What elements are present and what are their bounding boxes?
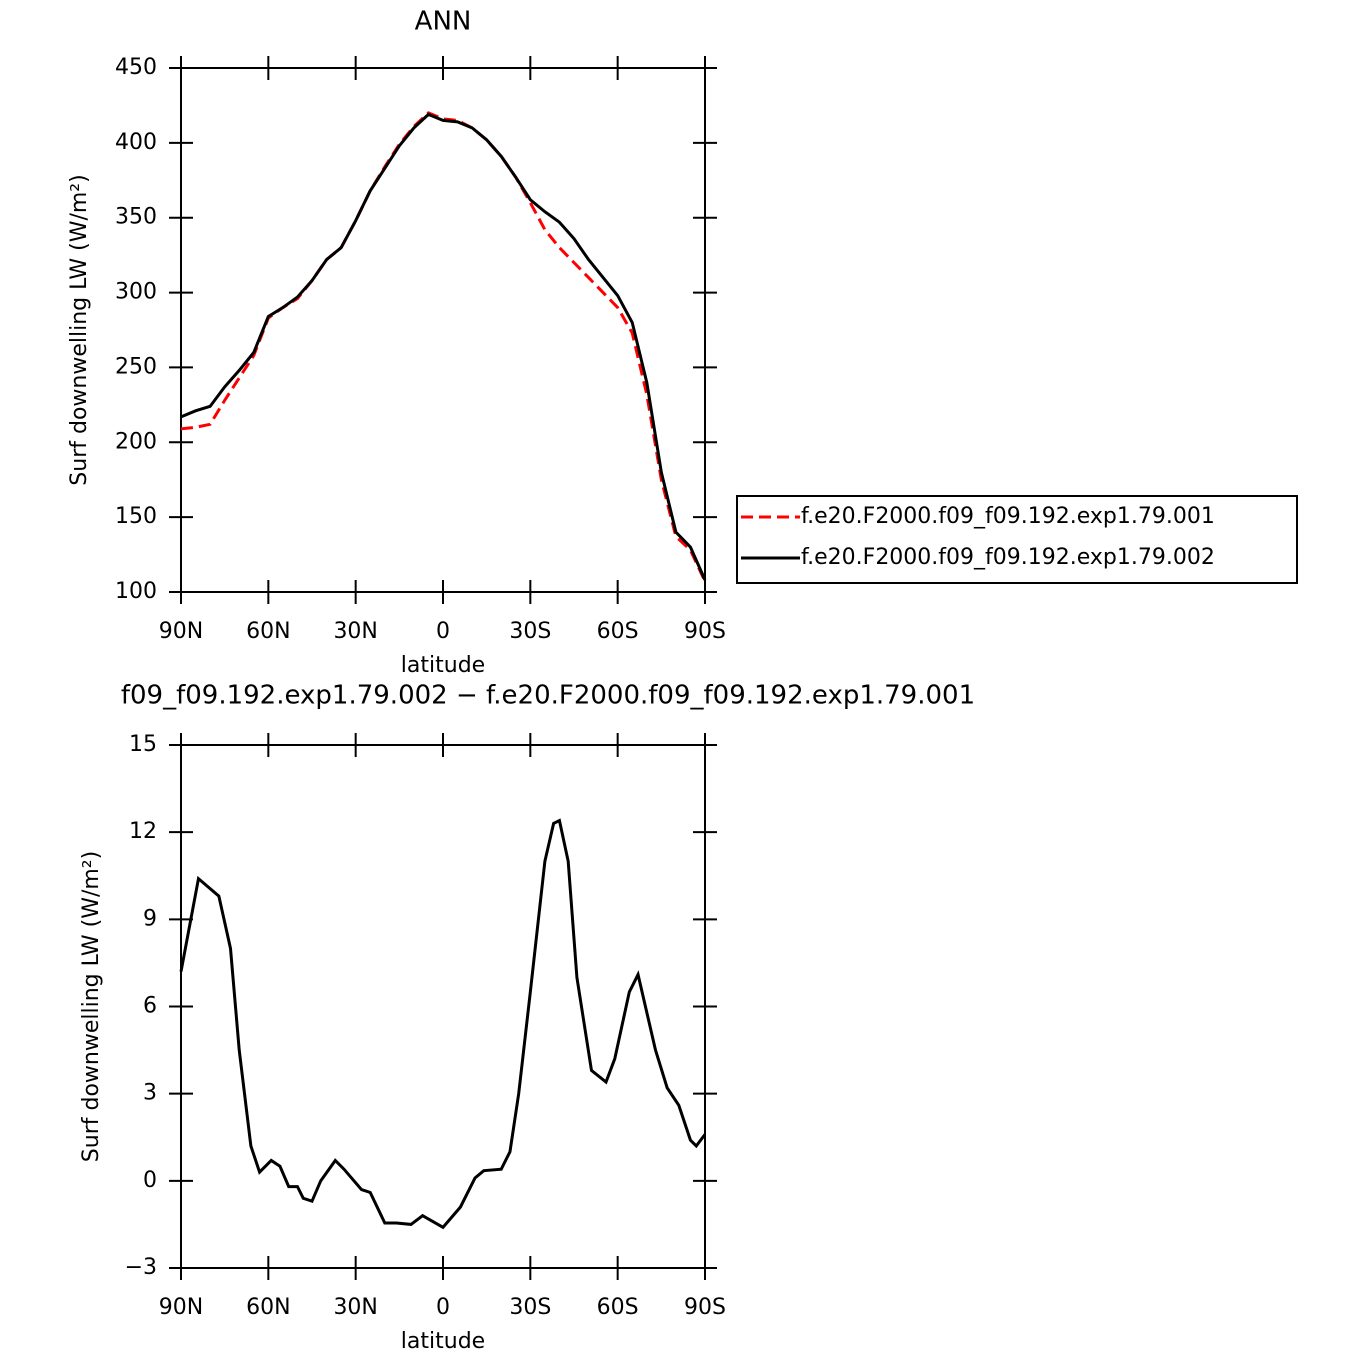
y-tick-label: 400 (115, 130, 157, 155)
x-tick-label: 0 (436, 619, 450, 644)
x-tick-label: 90S (684, 619, 726, 644)
x-tick-label: 90N (159, 619, 203, 644)
y-tick-label: 450 (115, 55, 157, 80)
x-tick-label: 0 (436, 1295, 450, 1320)
y-axis-label: Surf downwelling LW (W/m²) (79, 851, 104, 1162)
x-tick-label: 90S (684, 1295, 726, 1320)
y-axis-label: Surf downwelling LW (W/m²) (67, 174, 92, 485)
y-tick-label: 100 (115, 579, 157, 604)
y-tick-label: −3 (125, 1255, 157, 1280)
x-tick-label: 30N (333, 1295, 377, 1320)
y-tick-label: 3 (143, 1081, 157, 1106)
x-tick-label: 30N (333, 619, 377, 644)
legend-box (736, 495, 1298, 584)
x-axis-label: latitude (401, 1329, 485, 1354)
x-tick-label: 60S (597, 1295, 639, 1320)
data-line (179, 818, 707, 1230)
data-line (180, 111, 707, 583)
x-tick-label: 60S (597, 619, 639, 644)
chart-title: f09_f09.192.exp1.79.002 − f.e20.F2000.f0… (121, 681, 975, 711)
y-tick-label: 300 (115, 280, 157, 305)
x-tick-label: 30S (509, 1295, 551, 1320)
y-tick-label: 250 (115, 354, 157, 379)
y-tick-label: 6 (143, 994, 157, 1019)
x-tick-label: 60N (246, 619, 290, 644)
x-tick-label: 60N (246, 1295, 290, 1320)
y-tick-label: 12 (129, 819, 157, 844)
data-line (180, 112, 707, 581)
x-tick-label: 30S (509, 619, 551, 644)
legend-label: f.e20.F2000.f09_f09.192.exp1.79.002 (801, 545, 1215, 570)
x-tick-label: 90N (159, 1295, 203, 1320)
y-tick-label: 15 (129, 732, 157, 757)
chart-title: ANN (415, 7, 472, 37)
y-tick-label: 0 (143, 1168, 157, 1193)
legend-label: f.e20.F2000.f09_f09.192.exp1.79.001 (801, 504, 1215, 529)
plot-frame (180, 67, 706, 593)
y-tick-label: 9 (143, 906, 157, 931)
x-axis-label: latitude (401, 653, 485, 678)
y-tick-label: 350 (115, 205, 157, 230)
y-tick-label: 200 (115, 429, 157, 454)
y-tick-label: 150 (115, 504, 157, 529)
